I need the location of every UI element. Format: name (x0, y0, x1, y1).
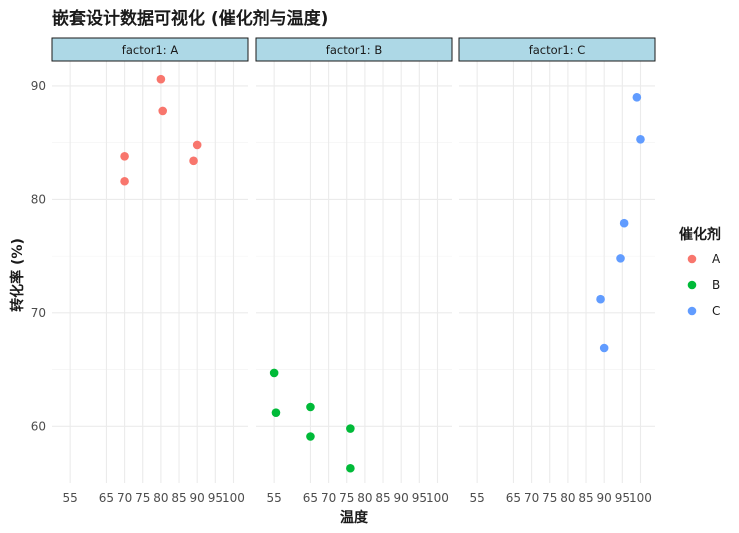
legend-label: B (712, 278, 720, 292)
legend-title: 催化剂 (679, 226, 721, 243)
panel-background (256, 61, 452, 483)
data-point (596, 294, 605, 304)
x-tick-label: 80 (357, 491, 372, 505)
facet-strip-label: factor1: A (122, 43, 179, 57)
data-point (269, 368, 279, 378)
x-tick-label: 75 (542, 491, 557, 505)
data-point (156, 74, 166, 84)
data-point (271, 408, 281, 417)
legend: 催化剂 ABC (679, 226, 721, 318)
facet-strip (255, 37, 453, 62)
x-tick-label: 85 (578, 491, 593, 505)
x-tick-label: 75 (135, 491, 150, 505)
x-tick-label: 55 (470, 491, 485, 505)
legend-items: ABC (687, 252, 721, 318)
data-point (346, 463, 355, 473)
x-tick-label: 90 (190, 491, 205, 505)
data-point (346, 424, 355, 433)
y-tick-label: 60 (31, 419, 46, 433)
data-point (616, 254, 625, 263)
data-point (599, 343, 609, 353)
facet-panel: factor1: C 55 65 70 75 80 85 90 95 100 (458, 37, 656, 505)
facet-strip-label: factor1: C (529, 43, 586, 57)
x-tick-label: 90 (394, 491, 409, 505)
x-tick-label: 55 (267, 491, 282, 505)
data-point (189, 156, 198, 166)
x-tick-label: 65 (99, 491, 114, 505)
x-tick-label: 100 (629, 491, 652, 505)
legend-key (687, 306, 697, 316)
x-tick-label: 100 (222, 491, 245, 505)
y-tick-label: 90 (31, 79, 46, 93)
x-tick-label: 95 (615, 491, 630, 505)
legend-label: C (712, 304, 720, 318)
x-tick-label: 65 (303, 491, 318, 505)
x-tick-label: 100 (426, 491, 449, 505)
x-tick-label: 95 (208, 491, 223, 505)
x-tick-label: 70 (524, 491, 539, 505)
data-point (632, 93, 642, 102)
data-point (306, 432, 315, 441)
x-tick-label: 70 (321, 491, 336, 505)
data-point (192, 140, 202, 150)
data-point (120, 176, 129, 186)
data-point (619, 218, 629, 228)
y-axis-ticks: 60 70 80 90 (31, 79, 46, 433)
data-point (306, 402, 315, 412)
x-tick-label: 90 (597, 491, 612, 505)
data-point (120, 151, 129, 161)
x-axis-title: 温度 (340, 509, 369, 526)
x-tick-label: 80 (153, 491, 168, 505)
facet-panel: factor1: A 55 65 70 75 80 85 90 95 100 (51, 37, 249, 505)
x-tick-label: 95 (412, 491, 427, 505)
facet-strip-label: factor1: B (326, 43, 383, 57)
legend-label: A (712, 252, 721, 266)
x-tick-label: 65 (506, 491, 521, 505)
y-axis-title: 转化率 (%) (9, 238, 26, 312)
data-point (158, 106, 168, 116)
facet-strip (458, 37, 656, 62)
y-tick-label: 80 (31, 192, 46, 206)
x-tick-label: 85 (171, 491, 186, 505)
facet-strip (51, 37, 249, 62)
data-point (636, 134, 645, 144)
x-tick-label: 70 (117, 491, 132, 505)
legend-key (687, 280, 697, 290)
x-tick-label: 80 (560, 491, 575, 505)
facet-panel: factor1: B 55 65 70 75 80 85 90 95 100 (255, 37, 453, 505)
panel-background (52, 61, 248, 483)
chart-title: 嵌套设计数据可视化 (催化剂与温度) (52, 8, 328, 29)
x-tick-label: 85 (375, 491, 390, 505)
x-tick-label: 55 (63, 491, 78, 505)
x-tick-label: 75 (339, 491, 354, 505)
y-tick-label: 70 (31, 306, 46, 320)
legend-key (687, 254, 697, 264)
panel-background (459, 61, 655, 483)
